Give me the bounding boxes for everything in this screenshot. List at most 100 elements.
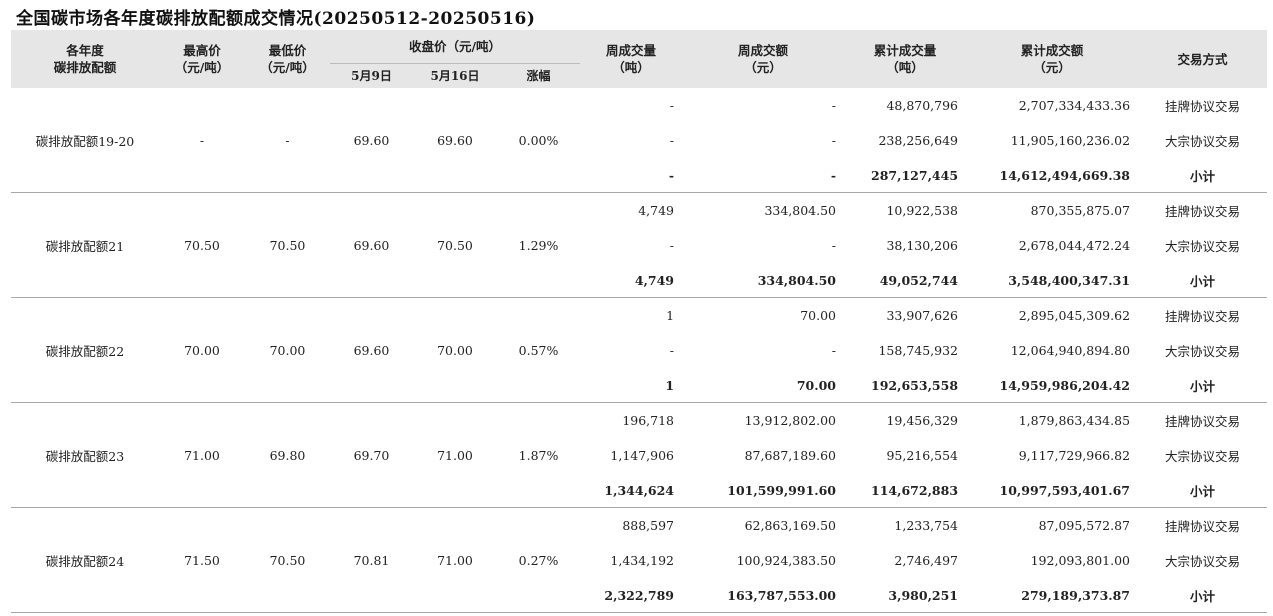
week-volume-cell: 4,749	[638, 203, 675, 218]
change-cell: 0.00%	[497, 88, 581, 193]
close-may16-cell: 70.00	[413, 297, 497, 403]
cum-volume-cell: 158,745,932	[878, 343, 959, 358]
cum-volume-cell: 2,746,497	[894, 553, 959, 568]
week-amount-cell: 70.00	[682, 368, 845, 403]
week-amount-cell: 70.00	[800, 308, 837, 323]
week-amount-cell: 334,804.50	[764, 203, 837, 218]
week-volume-cell: 888,597	[622, 518, 675, 533]
low-price-cell: 69.80	[245, 402, 330, 508]
cum-volume-cell: 10,922,538	[886, 203, 959, 218]
week-volume-cell: 1	[666, 308, 675, 323]
table-row: 1 70.00 192,653,558 14,959,986,204.42 小计	[11, 368, 1268, 403]
cum-volume-cell: 192,653,558	[844, 368, 967, 403]
page-title: 全国碳市场各年度碳排放配额成交情况(20250512-20250516)	[16, 9, 536, 29]
header-high-price: 最高价 （元/吨）	[159, 30, 245, 88]
cum-volume-cell: 33,907,626	[886, 308, 959, 323]
table-row: 碳排放配额19-20- -69.60 69.60 0.00% - -48,870,796 2…	[11, 88, 1267, 193]
cum-amount-cell: 87,095,572.87	[1038, 518, 1131, 533]
table-row: - -287,127,445 14,612,494,669.38 小计	[11, 158, 1268, 193]
cum-amount-cell: 279,189,373.87	[966, 578, 1139, 613]
close-may16-cell: 69.60	[413, 88, 497, 193]
cum-amount-cell: 2,678,044,472.24	[1018, 238, 1131, 253]
cum-volume-cell: 287,127,445	[844, 158, 967, 193]
table-body: 碳排放配额19-20- -69.60 69.60 0.00% - -48,870,796 2…	[11, 88, 1268, 613]
week-volume-cell: -	[669, 238, 675, 253]
cum-amount-cell: 10,997,593,401.67	[966, 473, 1139, 508]
week-volume-cell: 1,344,624	[580, 473, 683, 508]
trade-method-cell: 挂牌协议交易	[1165, 519, 1241, 534]
week-amount-cell: 87,687,189.60	[744, 448, 837, 463]
change-cell: 1.29%	[497, 192, 581, 298]
trade-method-cell: 挂牌协议交易	[1165, 414, 1241, 429]
week-volume-cell: 1,147,906	[610, 448, 675, 463]
table-row: 碳排放配额21 70.50 70.50 69.60 70.50 1.29% 4,749 334…	[11, 192, 1267, 298]
allowance-name-cell: 碳排放配额22	[11, 297, 159, 403]
close-may16-cell: 71.00	[413, 507, 497, 613]
allowance-name-cell: 碳排放配额23	[11, 402, 159, 508]
high-price-cell: -	[159, 88, 245, 193]
header-year: 各年度 碳排放配额	[11, 30, 159, 88]
cum-volume-cell: 38,130,206	[886, 238, 959, 253]
week-amount-cell: -	[831, 98, 837, 113]
cum-volume-cell: 49,052,744	[844, 263, 967, 298]
table-row: 2,322,789 163,787,553.00 3,980,251 279,189,…	[11, 578, 1268, 613]
week-amount-cell: -	[831, 343, 837, 358]
trade-method-cell: 大宗协议交易	[1165, 554, 1241, 569]
table-row: 1,434,192 100,924,383.50 2,746,497 192,093,…	[11, 543, 1267, 578]
header-change: 涨幅	[497, 63, 581, 88]
week-volume-cell: -	[669, 98, 675, 113]
table-row: 碳排放配额22 70.00 70.00 69.60 70.00 0.57% 1 70.00 33…	[11, 297, 1267, 403]
week-volume-cell: 4,749	[580, 263, 683, 298]
cum-volume-cell: 48,870,796	[886, 98, 959, 113]
change-cell: 0.57%	[497, 297, 581, 403]
trade-method-cell: 挂牌协议交易	[1165, 99, 1241, 114]
header-cum-volume: 累计成交量 （吨）	[844, 30, 967, 88]
table-row: 1,344,624 101,599,991.60 114,672,883 10,997…	[11, 473, 1268, 508]
trade-method-cell: 小计	[1138, 158, 1268, 193]
trade-method-cell: 挂牌协议交易	[1165, 204, 1241, 219]
header-cum-amount: 累计成交额 （元）	[966, 30, 1139, 88]
allowance-name-cell: 碳排放配额21	[11, 192, 159, 298]
low-price-cell: 70.00	[245, 297, 330, 403]
trade-method-cell: 挂牌协议交易	[1165, 309, 1241, 324]
table-row: 碳排放配额23 71.00 69.80 69.70 71.00 1.87% 196,718 1…	[11, 402, 1267, 508]
header-close-price: 收盘价（元/吨）	[330, 30, 581, 64]
change-cell: 1.87%	[497, 402, 581, 508]
table-row: - - 38,130,206 2,678,044,472.24 大宗协议交易	[11, 228, 1267, 263]
week-volume-cell: 1	[580, 368, 683, 403]
table-row: 1,147,906 87,687,189.60 95,216,554 9,117,72…	[11, 438, 1267, 473]
week-volume-cell: -	[669, 133, 675, 148]
table-row: - - 158,745,932 12,064,940,894.80 大宗协议交易	[11, 333, 1267, 368]
cum-volume-cell: 95,216,554	[886, 448, 959, 463]
week-volume-cell: 1,434,192	[610, 553, 675, 568]
cum-volume-cell: 3,980,251	[844, 578, 967, 613]
week-amount-cell: 100,924,383.50	[736, 553, 837, 568]
header-close-may16: 5月16日	[413, 63, 497, 88]
cum-volume-cell: 114,672,883	[844, 473, 967, 508]
week-volume-cell: -	[580, 158, 683, 193]
table-row: - - 238,256,649 11,905,160,236.02 大宗协议交易	[11, 123, 1267, 158]
cum-amount-cell: 14,959,986,204.42	[966, 368, 1139, 403]
week-amount-cell: -	[831, 238, 837, 253]
high-price-cell: 71.50	[159, 507, 245, 613]
allowance-name-cell: 碳排放配额24	[11, 507, 159, 613]
week-volume-cell: 196,718	[622, 413, 675, 428]
low-price-cell: 70.50	[245, 192, 330, 298]
close-may9-cell: 69.60	[330, 297, 413, 403]
trade-method-cell: 大宗协议交易	[1165, 449, 1241, 464]
close-may9-cell: 69.60	[330, 88, 413, 193]
trade-method-cell: 大宗协议交易	[1165, 134, 1241, 149]
week-amount-cell: 334,804.50	[682, 263, 845, 298]
header-close-may9: 5月9日	[330, 63, 413, 88]
header-trade-method: 交易方式	[1138, 30, 1268, 88]
cum-amount-cell: 870,355,875.07	[1030, 203, 1131, 218]
close-may9-cell: 69.60	[330, 192, 413, 298]
cum-amount-cell: 9,117,729,966.82	[1018, 448, 1131, 463]
cum-amount-cell: 2,895,045,309.62	[1018, 308, 1131, 323]
header-week-volume: 周成交量 （吨）	[580, 30, 683, 88]
week-amount-cell: 101,599,991.60	[682, 473, 845, 508]
week-amount-cell: 163,787,553.00	[682, 578, 845, 613]
high-price-cell: 71.00	[159, 402, 245, 508]
table-row: 4,749 334,804.50 49,052,744 3,548,400,347.3…	[11, 263, 1268, 298]
low-price-cell: 70.50	[245, 507, 330, 613]
